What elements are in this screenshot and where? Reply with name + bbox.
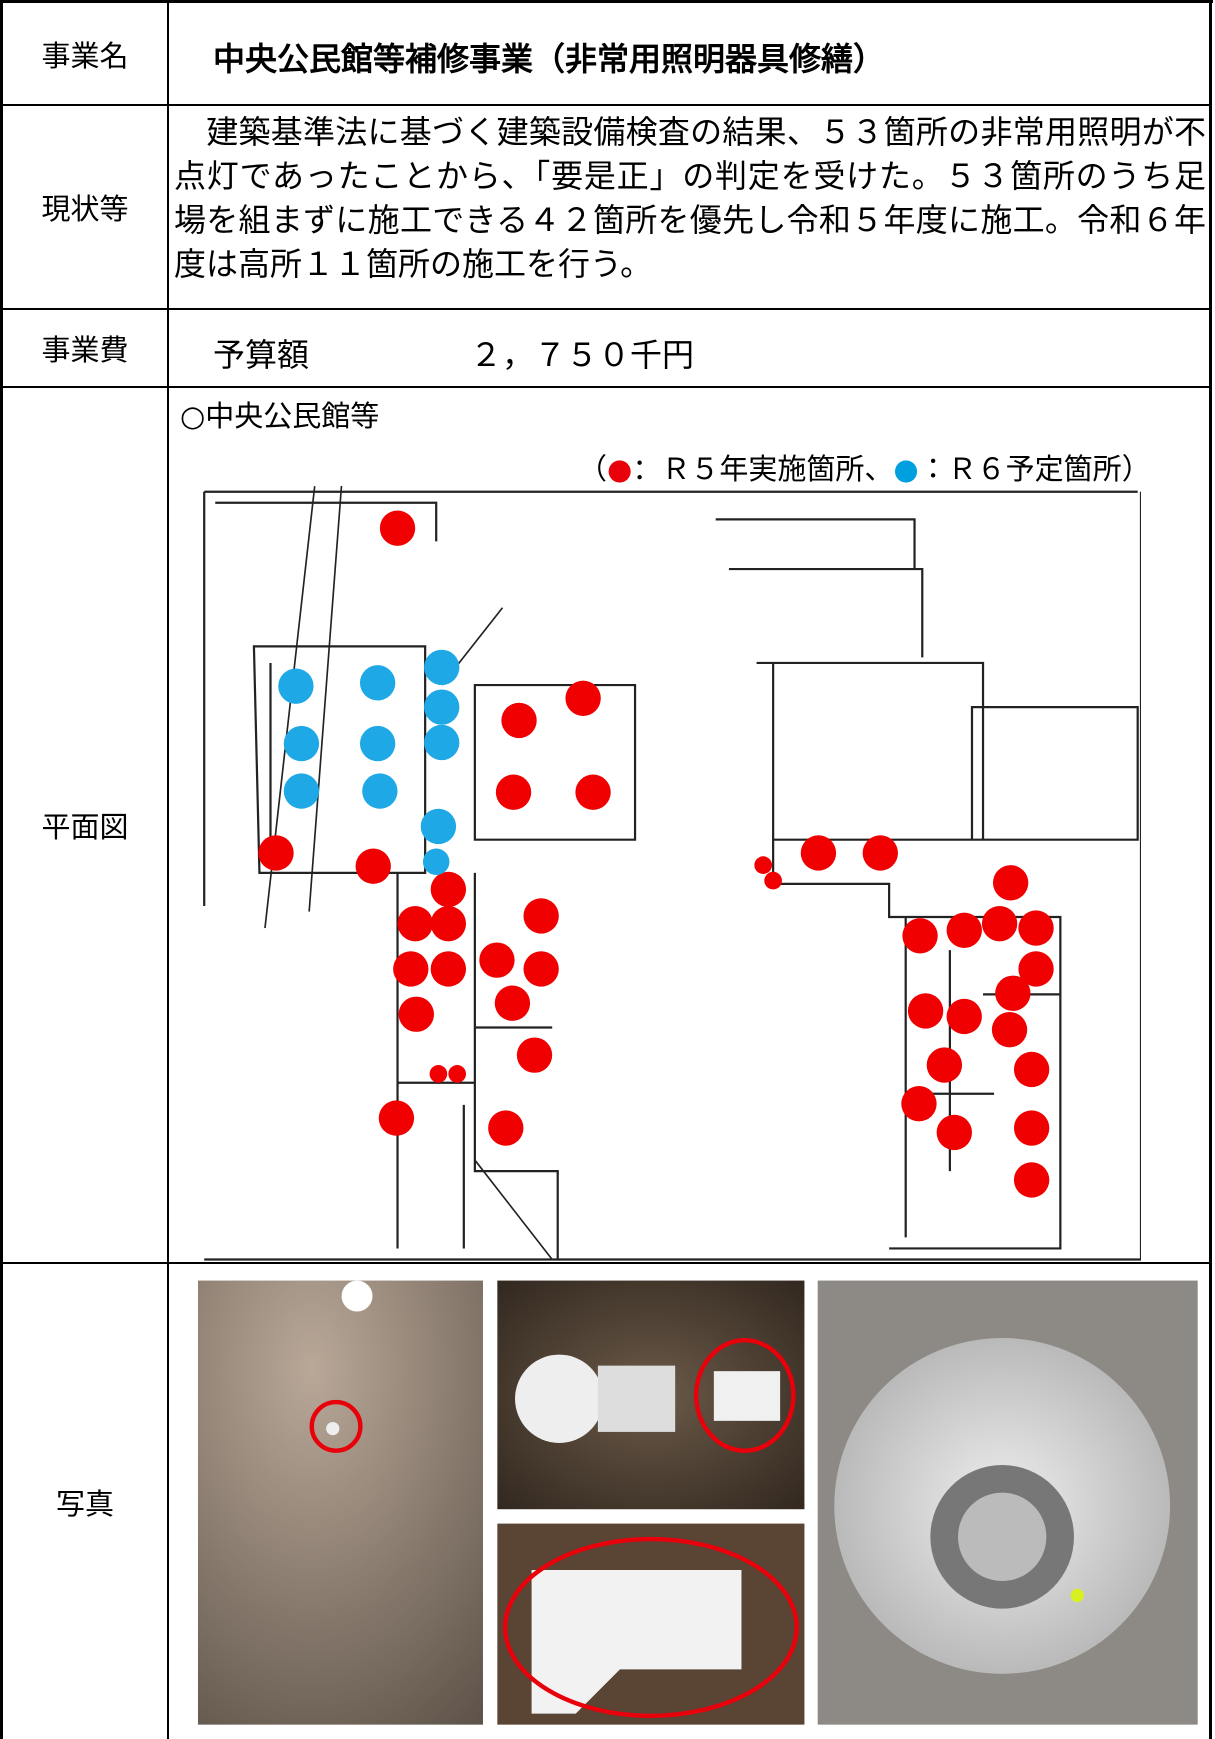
plan-marker: [1013, 1110, 1050, 1146]
photo-detail: [957, 1492, 1047, 1582]
legend-text: ）: [1121, 452, 1151, 486]
project-name: 中央公民館等補修事業（非常用照明器具修繕）: [213, 40, 886, 78]
highlight-circle: [693, 1338, 796, 1453]
row-label: 事業費: [41, 333, 129, 367]
plan-marker: [992, 865, 1029, 901]
border: [0, 386, 1212, 388]
border: [1209, 0, 1212, 1739]
plan-marker: [397, 905, 433, 942]
plan-marker: [448, 1065, 467, 1083]
border: [167, 0, 169, 1739]
highlight-circle: [309, 1399, 363, 1453]
plan-marker: [355, 848, 391, 884]
border: [0, 104, 1212, 106]
plan-marker: [362, 773, 398, 809]
plan-marker: [501, 702, 537, 739]
plan-marker: [494, 985, 531, 1021]
plan-marker: [488, 1110, 524, 1146]
plan-marker: [1013, 1051, 1050, 1088]
plan-marker: [1013, 1162, 1050, 1198]
photo-detail: [597, 1365, 676, 1432]
plan-marker: [995, 975, 1031, 1011]
plan-marker: [479, 942, 515, 978]
plan-marker: [278, 668, 314, 704]
legend-symbol: ●: [607, 452, 633, 486]
legend-text: （: [578, 452, 608, 486]
plan-marker: [430, 871, 467, 908]
plan-marker: [523, 951, 559, 987]
plan-marker: [430, 951, 467, 987]
plan-marker: [926, 1047, 963, 1083]
photo-detail: [531, 1569, 742, 1714]
plan-marker: [1018, 910, 1054, 946]
plan-marker: [422, 848, 450, 876]
plan-marker: [946, 998, 982, 1035]
row-label: 現状等: [41, 192, 129, 226]
border: [0, 0, 1213, 3]
highlight-circle: [502, 1536, 799, 1719]
photo-detail: [713, 1371, 781, 1421]
plan-marker: [862, 835, 898, 871]
photo-detail: [515, 1354, 604, 1443]
plan-heading: ○中央公民館等: [180, 399, 380, 433]
photo-detail: [341, 1280, 373, 1312]
plan-marker: [283, 773, 320, 809]
plan-marker: [523, 898, 559, 934]
border: [0, 308, 1212, 310]
plan-marker: [430, 905, 467, 942]
border: [0, 0, 3, 1739]
description: 建築基準法に基づく建築設備検査の結果、５３箇所の非常用照明が不点灯であったことか…: [174, 113, 1206, 283]
legend-text: ：Ｒ６予定箇所: [918, 452, 1122, 486]
plan-walls: [203, 486, 1141, 1261]
plan-marker: [981, 905, 1018, 942]
plan-marker: [902, 918, 938, 954]
plan-marker: [800, 835, 837, 871]
plan-marker: [907, 993, 944, 1029]
plan-marker: [283, 725, 320, 762]
plan-marker: [378, 1100, 415, 1136]
plan-marker: [424, 649, 460, 686]
plan-marker: [936, 1114, 972, 1151]
photo: [197, 1280, 483, 1725]
plan-marker: [258, 835, 294, 871]
floor-plan: [203, 486, 1141, 1261]
plan-marker: [429, 1065, 448, 1083]
plan-marker: [398, 996, 434, 1032]
photo-detail: [326, 1421, 340, 1436]
plan-marker: [379, 510, 416, 546]
plan-marker: [565, 680, 601, 716]
photos: [197, 1280, 1198, 1725]
budget-amount: ２，７５０千円: [470, 336, 695, 374]
budget-label: 予算額: [213, 336, 310, 374]
row-label: 写真: [55, 1486, 114, 1521]
legend-text: 、: [864, 452, 894, 486]
legend-symbol: ●: [893, 452, 919, 486]
plan-marker: [575, 774, 611, 810]
plan-marker: [946, 912, 982, 948]
plan-marker: [764, 871, 782, 890]
plan-marker: [991, 1012, 1028, 1048]
row-label: 平面図: [41, 810, 129, 844]
row-label: 事業名: [41, 38, 129, 73]
plan-marker: [424, 689, 460, 725]
plan-marker: [754, 856, 773, 874]
plan-marker: [1018, 951, 1054, 987]
plan-marker: [424, 724, 460, 761]
legend-text: ：Ｒ５年実施箇所: [632, 452, 865, 486]
photo-detail: [1070, 1588, 1084, 1603]
border: [0, 1262, 1212, 1264]
legend: （●：Ｒ５年実施箇所、●：Ｒ６予定箇所）: [578, 446, 1151, 488]
plan-marker: [495, 774, 532, 810]
plan-marker: [359, 725, 396, 762]
plan-marker: [420, 808, 457, 845]
plan-marker: [393, 951, 429, 987]
plan-marker: [359, 665, 396, 701]
plan-marker: [516, 1037, 553, 1073]
plan-marker: [901, 1086, 937, 1122]
